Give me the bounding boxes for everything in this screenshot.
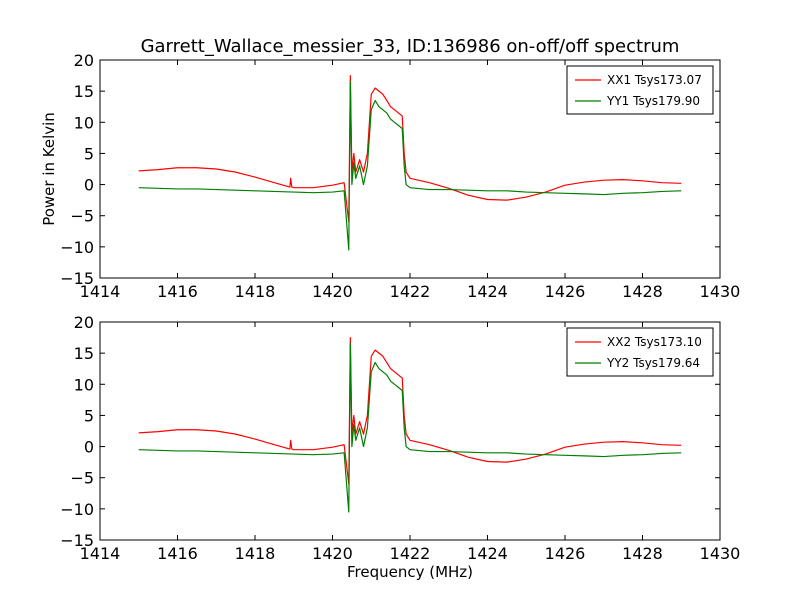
y-tick-label: 0 [84,438,94,457]
y-tick-label: −15 [60,269,94,288]
x-tick-label: 1418 [235,544,276,563]
y-axis-title: Power in Kelvin [40,112,58,226]
y-tick-label: −15 [60,531,94,550]
series-line-xx2 [138,336,682,485]
x-tick-label: 1428 [622,282,663,301]
x-axis-title: Frequency (MHz) [347,563,473,581]
y-tick-label: 5 [84,406,94,425]
y-tick-label: 10 [74,375,94,394]
bottom-panel: 1414 1416 1418 1420 1422 1424 1426 1428 1430 20 15… [60,313,740,581]
series-line-xx1 [138,74,682,223]
y-tick-label: 15 [74,82,94,101]
legend: XX2 Tsys173.10 YY2 Tsys179.64 [566,327,714,377]
series-line-yy1 [138,81,682,251]
x-tick-label: 1416 [157,544,198,563]
series-line-yy2 [138,343,682,513]
figure-title: Garrett_Wallace_messier_33, ID:136986 on… [141,36,680,57]
x-tick-label: 1416 [157,282,198,301]
x-tick-label: 1430 [700,544,741,563]
legend-label: XX2 Tsys173.10 [607,335,702,349]
x-tick-label: 1430 [700,282,741,301]
top-panel: 1414 1416 1418 1420 1422 1424 1426 1428 1430 20 15… [40,51,740,301]
x-tick-label: 1420 [312,282,353,301]
legend-box [566,65,714,115]
x-tick-label: 1414 [80,544,121,563]
y-tick-label: −5 [70,207,94,226]
legend-box [566,327,714,377]
x-tick-label: 1418 [235,282,276,301]
x-tick-label: 1424 [467,544,508,563]
legend: XX1 Tsys173.07 YY1 Tsys179.90 [566,65,714,115]
y-tick-label: −10 [60,500,94,519]
x-tick-label: 1420 [312,544,353,563]
x-tick-label: 1428 [622,544,663,563]
legend-label: XX1 Tsys173.07 [607,73,702,87]
x-tick-label: 1426 [545,544,586,563]
x-tick-label: 1414 [80,282,121,301]
y-tick-label: 15 [74,344,94,363]
legend-label: YY2 Tsys179.64 [606,356,700,370]
y-tick-label: 5 [84,144,94,163]
y-tick-label: 0 [84,176,94,195]
y-tick-label: −10 [60,238,94,257]
x-tick-label: 1424 [467,282,508,301]
y-tick-label: 10 [74,113,94,132]
y-tick-label: −5 [70,469,94,488]
legend-label: YY1 Tsys179.90 [606,94,700,108]
x-tick-label: 1426 [545,282,586,301]
y-tick-label: 20 [74,313,94,332]
y-tick-label: 20 [74,51,94,70]
x-tick-label: 1422 [390,282,431,301]
x-tick-label: 1422 [390,544,431,563]
